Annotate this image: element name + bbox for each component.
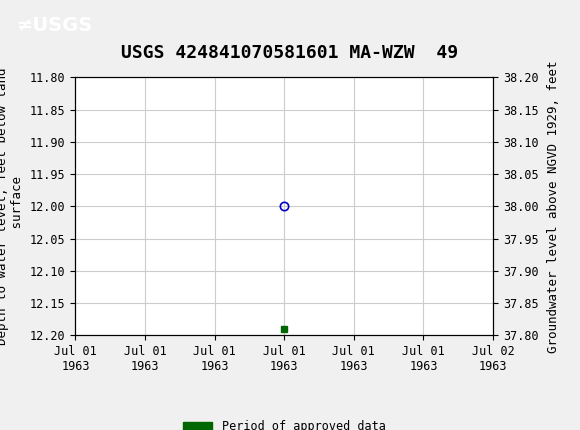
Text: ≠USGS: ≠USGS: [17, 16, 93, 35]
Legend: Period of approved data: Period of approved data: [178, 415, 390, 430]
Y-axis label: Groundwater level above NGVD 1929, feet: Groundwater level above NGVD 1929, feet: [547, 60, 560, 353]
Text: USGS 424841070581601 MA-WZW  49: USGS 424841070581601 MA-WZW 49: [121, 44, 459, 62]
Y-axis label: Depth to water level, feet below land
 surface: Depth to water level, feet below land su…: [0, 68, 24, 345]
